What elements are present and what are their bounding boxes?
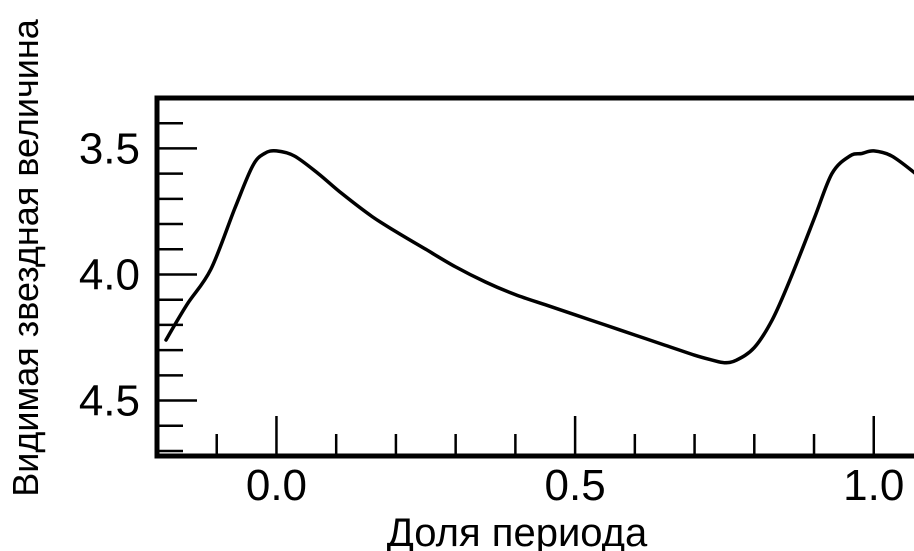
y-tick-label: 4.5 — [79, 377, 140, 426]
y-tick-label: 3.5 — [79, 124, 140, 173]
major-ticks — [157, 147, 876, 456]
minor-ticks — [155, 96, 816, 456]
plot-frame — [154, 95, 914, 459]
y-tick-label: 4.0 — [79, 250, 140, 299]
x-axis-title: Доля периода — [387, 511, 648, 551]
x-tick-label: 0.0 — [246, 461, 307, 510]
y-tick-labels: 3.5 4.0 4.5 — [79, 124, 140, 425]
x-tick-label: 0.5 — [545, 461, 606, 510]
y-axis-title: Видимая звездная величина — [5, 18, 46, 496]
x-tick-label: 1.0 — [843, 461, 904, 510]
x-tick-labels: 0.0 0.5 1.0 — [246, 461, 904, 510]
light-curve-line — [164, 149, 914, 365]
